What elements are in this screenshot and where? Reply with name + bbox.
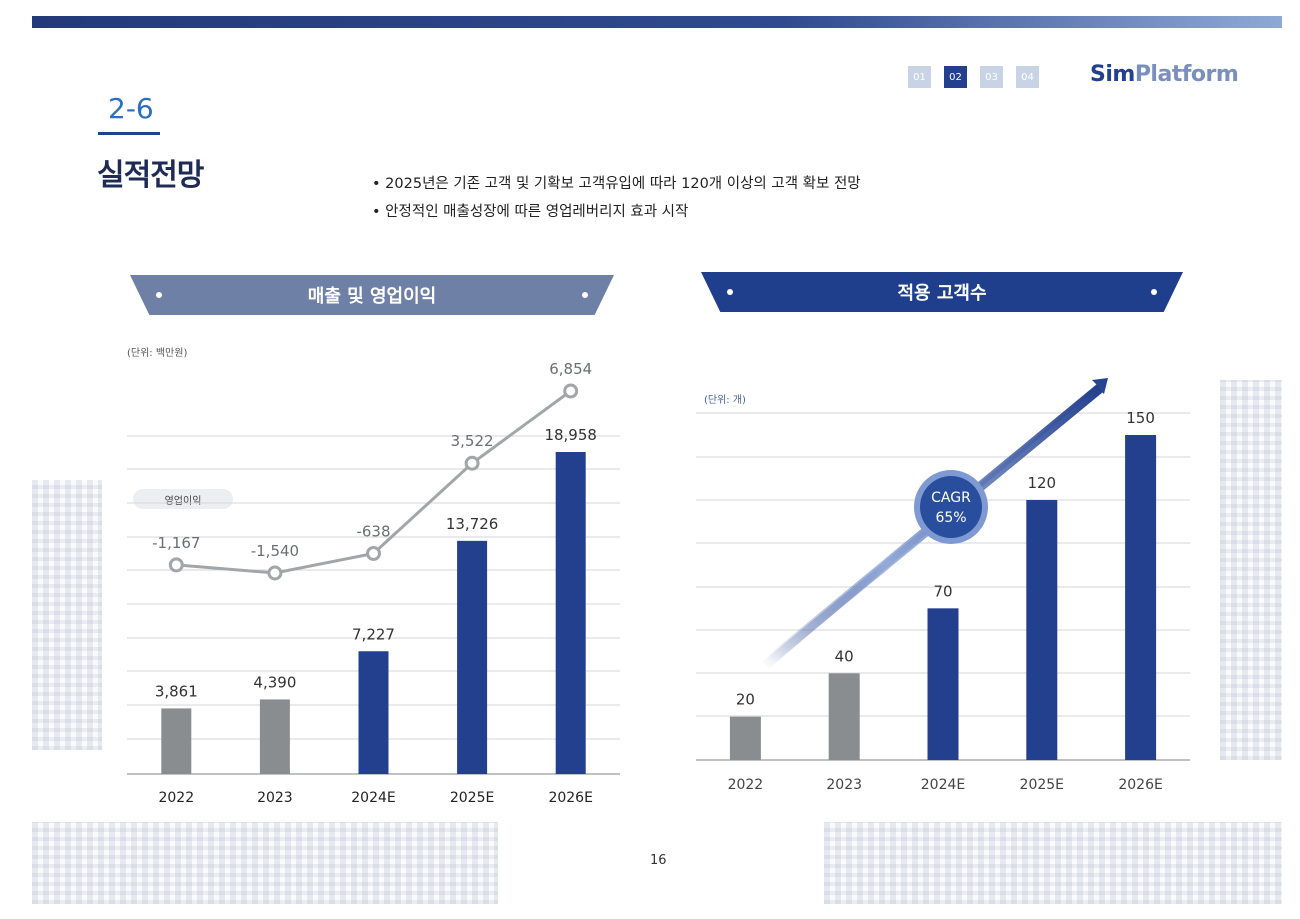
- banner-dot: [727, 289, 733, 295]
- x-tick-label: 2024E: [921, 777, 965, 793]
- operating-profit-label: -1,167: [152, 534, 200, 552]
- customer-bar: [729, 716, 761, 760]
- cagr-label: CAGR: [931, 490, 971, 506]
- x-tick-label: 2026E: [1118, 777, 1162, 793]
- section-number: 2-6: [108, 92, 154, 125]
- building-decoration-bottom-left: [32, 822, 498, 904]
- top-accent-bar: [32, 16, 1282, 28]
- chart-title-banner-customers: 적용 고객수: [701, 272, 1183, 312]
- revenue-bar: [358, 651, 389, 774]
- cagr-value: 65%: [935, 510, 966, 526]
- operating-profit-label: -1,540: [251, 542, 299, 560]
- building-decoration-right: [1220, 380, 1282, 760]
- operating-profit-label: -638: [356, 522, 390, 540]
- x-tick-label: 2022: [728, 777, 764, 793]
- revenue-bar-label: 7,227: [352, 625, 395, 643]
- customer-bar: [927, 608, 959, 760]
- operating-profit-point: [267, 565, 283, 581]
- cagr-badge: [920, 476, 982, 538]
- operating-profit-point: [168, 557, 184, 573]
- building-decoration-bottom-right: [824, 822, 1282, 904]
- building-decoration-left: [32, 480, 102, 750]
- operating-profit-label: 6,854: [549, 360, 592, 378]
- page-indicator-01[interactable]: 01: [908, 66, 931, 88]
- page-indicator-04[interactable]: 04: [1016, 66, 1039, 88]
- page-indicator-02[interactable]: 02: [944, 66, 967, 88]
- bullet-item: 안정적인 매출성장에 따른 영업레버리지 효과 시작: [372, 198, 861, 226]
- revenue-bar-label: 4,390: [253, 673, 296, 691]
- section-underline: [98, 132, 160, 135]
- x-tick-label: 2025E: [450, 790, 494, 806]
- banner-dot: [1151, 289, 1157, 295]
- customer-bar: [1026, 500, 1058, 760]
- chart-title-banner-revenue: 매출 및 영업이익: [130, 275, 614, 315]
- customer-bar-label: 40: [835, 647, 854, 665]
- revenue-bar: [161, 708, 192, 774]
- customer-bar: [828, 673, 860, 760]
- x-tick-label: 2023: [826, 777, 862, 793]
- chart-title-revenue: 매출 및 영업이익: [307, 286, 437, 307]
- unit-label-customers: (단위: 개): [704, 395, 746, 406]
- operating-profit-point: [464, 455, 480, 471]
- page-number: 16: [650, 853, 667, 868]
- x-tick-label: 2025E: [1020, 777, 1064, 793]
- operating-profit-point: [563, 383, 579, 399]
- revenue-bar-label: 3,861: [155, 682, 198, 700]
- x-tick-label: 2023: [257, 790, 293, 806]
- page-indicator: 01 02 03 04: [908, 66, 1039, 88]
- customer-bar-label: 20: [736, 691, 755, 709]
- page-title: 실적전망: [97, 158, 204, 193]
- page-indicator-03[interactable]: 03: [980, 66, 1003, 88]
- operating-profit-line: [176, 389, 572, 575]
- revenue-bar: [457, 540, 488, 774]
- banner-dot: [156, 292, 162, 298]
- revenue-bar: [555, 452, 586, 774]
- customer-bar-label: 120: [1027, 474, 1056, 492]
- operating-profit-label: 3,522: [451, 432, 494, 450]
- revenue-bar: [259, 699, 290, 774]
- x-tick-label: 2026E: [548, 790, 592, 806]
- revenue-bar-label: 18,958: [544, 426, 597, 444]
- x-tick-label: 2024E: [351, 790, 395, 806]
- operating-profit-point: [366, 545, 381, 561]
- bullet-item: 2025년은 기존 고객 및 기확보 고객유입에 따라 120개 이상의 고객 …: [372, 170, 860, 198]
- customer-bar-label: 70: [933, 582, 952, 600]
- x-tick-label: 2022: [158, 790, 194, 806]
- banner-dot: [582, 292, 588, 298]
- revenue-bar-label: 13,726: [446, 515, 499, 533]
- logo-text-platform: Platform: [1134, 62, 1239, 87]
- customer-bar: [1125, 435, 1157, 760]
- chart-title-customers: 적용 고객수: [897, 283, 987, 304]
- customer-bar-label: 150: [1126, 409, 1155, 427]
- logo-text-sim: Sim: [1090, 62, 1135, 87]
- summary-bullets: 2025년은 기존 고객 및 기확보 고객유입에 따라 120개 이상의 고객 …: [372, 170, 861, 226]
- unit-label-revenue: (단위: 백만원): [127, 348, 188, 359]
- legend-operating-profit: 영업이익: [133, 489, 233, 509]
- company-logo: SimPlatform: [1090, 62, 1239, 87]
